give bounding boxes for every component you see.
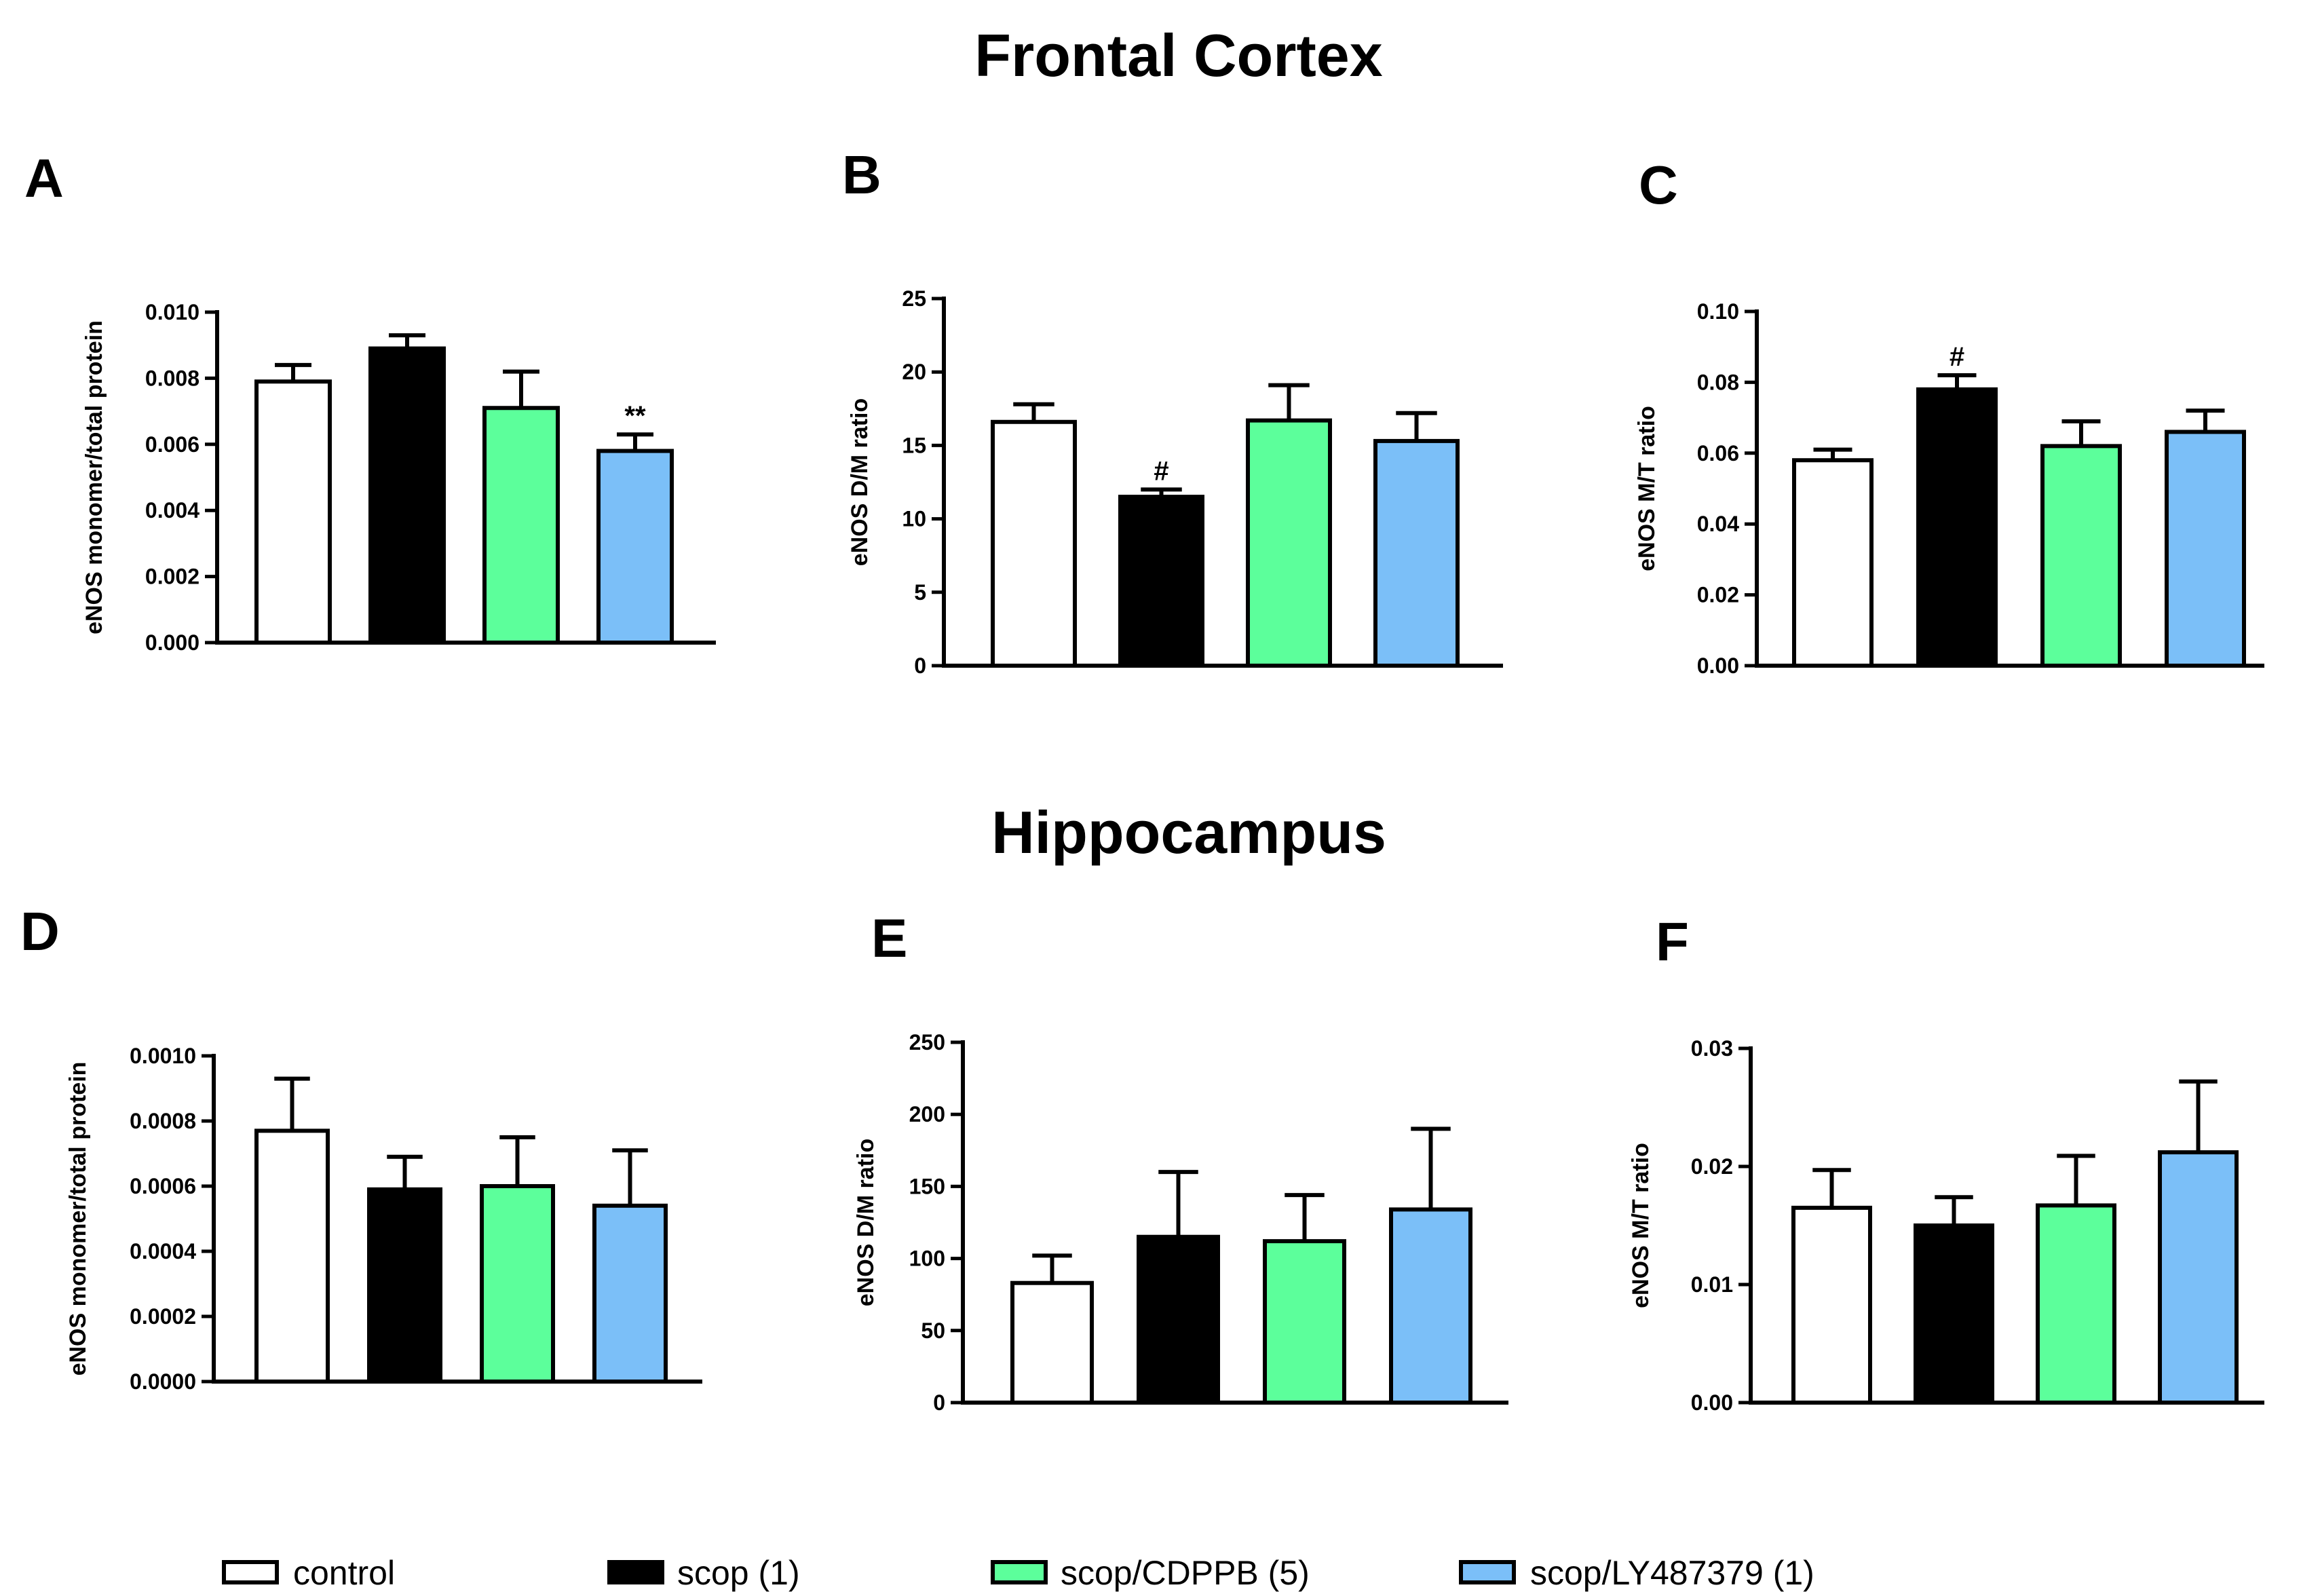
y-tick-label: 10 bbox=[902, 507, 926, 531]
bar-c-3 bbox=[2165, 430, 2246, 668]
legend-item-2: scop/CDPPB (5) bbox=[991, 1554, 1310, 1592]
legend-swatch bbox=[222, 1560, 279, 1584]
legend: control scop (1) scop/CDPPB (5) scop/LY4873… bbox=[222, 1554, 1814, 1592]
chart-panel-d: D 0.0000 0.0002 0.0004 0.0006 0.0008 0.0010 eNO… bbox=[20, 901, 702, 1394]
y-tick-label: 100 bbox=[909, 1247, 945, 1271]
y-tick-label: 200 bbox=[909, 1102, 945, 1126]
y-tick-label: 0.0000 bbox=[130, 1369, 196, 1394]
y-axis-label: eNOS M/T ratio bbox=[1634, 406, 1660, 571]
bar-e-0 bbox=[1010, 1280, 1094, 1405]
y-tick-label: 150 bbox=[909, 1174, 945, 1198]
y-tick-label: 0 bbox=[914, 653, 926, 678]
y-tick-label: 0.0010 bbox=[130, 1044, 196, 1068]
panel-letter: E bbox=[871, 908, 907, 968]
section-title-frontal-cortex: Frontal Cortex bbox=[974, 22, 1382, 89]
y-axis-label: eNOS D/M ratio bbox=[853, 1139, 879, 1306]
y-tick-label: 0.10 bbox=[1697, 299, 1739, 324]
bar-b-0 bbox=[991, 419, 1077, 668]
bar-a-0 bbox=[254, 379, 332, 645]
legend-swatch bbox=[607, 1560, 664, 1584]
y-tick-label: 0.08 bbox=[1697, 370, 1739, 394]
y-tick-label: 25 bbox=[902, 286, 926, 311]
legend-item-0: control bbox=[222, 1554, 395, 1592]
bar-c-0 bbox=[1792, 458, 1874, 668]
bar-b-3 bbox=[1373, 438, 1460, 668]
y-tick-label: 5 bbox=[914, 580, 926, 605]
y-tick-label: 0.010 bbox=[145, 300, 199, 324]
y-tick-label: 0.03 bbox=[1691, 1036, 1733, 1061]
y-tick-label: 0.008 bbox=[145, 366, 199, 390]
y-tick-label: 0.0002 bbox=[130, 1304, 196, 1329]
bar-f-1 bbox=[1914, 1223, 1994, 1405]
y-tick-label: 0.004 bbox=[145, 498, 199, 522]
bar-b-1 bbox=[1118, 495, 1204, 668]
bar-f-2 bbox=[2036, 1203, 2116, 1405]
section-title-hippocampus: Hippocampus bbox=[991, 799, 1386, 866]
bar-d-2 bbox=[480, 1184, 555, 1384]
y-tick-label: 0.0008 bbox=[130, 1109, 196, 1133]
legend-item-3: scop/LY487379 (1) bbox=[1459, 1554, 1814, 1592]
bar-c-1 bbox=[1916, 387, 1998, 668]
y-tick-label: 0.00 bbox=[1697, 653, 1739, 678]
bar-f-3 bbox=[2158, 1150, 2239, 1405]
bar-c-2 bbox=[2040, 444, 2122, 668]
legend-label: scop (1) bbox=[677, 1554, 800, 1592]
significance-label: # bbox=[1154, 456, 1168, 486]
bar-a-1 bbox=[368, 346, 446, 645]
y-tick-label: 0.0004 bbox=[130, 1239, 196, 1264]
y-tick-label: 0.01 bbox=[1691, 1272, 1733, 1297]
panel-letter: B bbox=[842, 145, 881, 205]
bar-d-0 bbox=[254, 1128, 330, 1384]
bar-d-1 bbox=[367, 1187, 442, 1384]
legend-item-1: scop (1) bbox=[607, 1554, 800, 1592]
bar-a-2 bbox=[482, 406, 560, 645]
y-tick-label: 0.06 bbox=[1697, 441, 1739, 466]
bar-e-2 bbox=[1263, 1239, 1346, 1405]
chart-panel-c: C #0.00 0.02 0.04 0.06 0.08 0.10 eNOS M/T ratio bbox=[1634, 155, 2264, 678]
significance-label: ** bbox=[624, 401, 646, 431]
legend-label: scop/LY487379 (1) bbox=[1530, 1554, 1814, 1592]
y-axis-label: eNOS monomer/total protein bbox=[81, 320, 107, 634]
y-tick-label: 0.000 bbox=[145, 630, 199, 655]
y-tick-label: 250 bbox=[909, 1030, 945, 1054]
y-tick-label: 0.00 bbox=[1691, 1390, 1733, 1415]
y-tick-label: 0 bbox=[933, 1390, 945, 1415]
chart-panel-f: F 0.00 0.01 0.02 0.03 eNOS M/T ratio bbox=[1628, 911, 2264, 1415]
chart-panel-e: E 0 50 100 150 200 250 eNOS D/M ratio bbox=[853, 908, 1508, 1415]
y-tick-label: 20 bbox=[902, 360, 926, 384]
panel-letter: C bbox=[1639, 155, 1678, 215]
bar-b-2 bbox=[1246, 418, 1332, 668]
chart-panel-b: B #0 5 10 15 20 25 eNOS D/M ratio bbox=[842, 145, 1503, 678]
y-tick-label: 0.02 bbox=[1691, 1154, 1733, 1179]
panel-letter: D bbox=[20, 901, 60, 962]
y-axis-label: eNOS D/M ratio bbox=[847, 398, 873, 566]
y-tick-label: 15 bbox=[902, 433, 926, 457]
legend-label: control bbox=[293, 1554, 395, 1592]
panel-letter: F bbox=[1656, 911, 1689, 972]
bar-a-3 bbox=[596, 449, 674, 645]
y-tick-label: 0.0006 bbox=[130, 1174, 196, 1198]
panel-letter: A bbox=[24, 148, 64, 208]
significance-label: # bbox=[1950, 342, 1964, 372]
legend-swatch bbox=[991, 1560, 1048, 1584]
y-axis-label: eNOS monomer/total protein bbox=[65, 1062, 91, 1376]
legend-label: scop/CDPPB (5) bbox=[1061, 1554, 1310, 1592]
y-tick-label: 50 bbox=[921, 1318, 945, 1343]
chart-panel-a: A ** 0.000 0.002 0.004 0.006 0.008 0.010 eNOS mo… bbox=[24, 148, 716, 655]
bar-d-3 bbox=[592, 1203, 668, 1384]
bar-e-3 bbox=[1389, 1207, 1472, 1405]
bar-e-1 bbox=[1137, 1234, 1220, 1405]
y-axis-label: eNOS M/T ratio bbox=[1628, 1143, 1654, 1308]
y-tick-label: 0.02 bbox=[1697, 583, 1739, 607]
y-tick-label: 0.04 bbox=[1697, 512, 1739, 536]
legend-swatch bbox=[1459, 1560, 1516, 1584]
bar-f-0 bbox=[1791, 1205, 1872, 1405]
y-tick-label: 0.006 bbox=[145, 432, 199, 457]
y-tick-label: 0.002 bbox=[145, 565, 199, 589]
